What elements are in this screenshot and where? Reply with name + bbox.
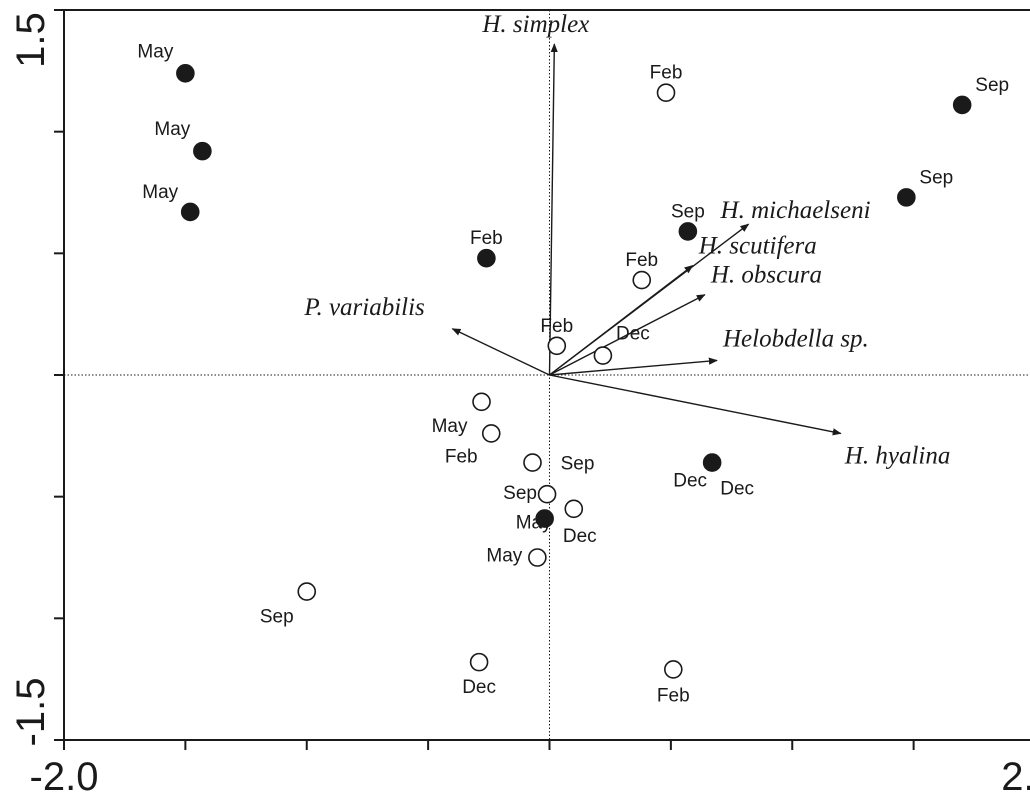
sample-point-filled xyxy=(180,202,200,222)
species-vector-arrow xyxy=(548,43,558,376)
sample-point-label: Feb xyxy=(625,250,658,271)
sample-point-label: Dec xyxy=(563,526,597,547)
sample-point-label: Sep xyxy=(503,483,537,504)
x-tick-label: -2.0 xyxy=(30,755,99,795)
species-vector-label: H. scutifera xyxy=(698,233,817,260)
sample-point-filled xyxy=(702,453,722,472)
sample-point-open xyxy=(564,499,584,519)
sample-point-label: Sep xyxy=(975,75,1009,96)
species-vector-label: P. variabilis xyxy=(303,294,424,321)
sample-point-label: May xyxy=(432,416,468,437)
sample-point-filled xyxy=(535,509,554,528)
sample-point-open xyxy=(537,484,557,504)
y-tick-label: 1.5 xyxy=(9,12,53,68)
sample-point-open xyxy=(469,652,489,672)
sample-point-open xyxy=(481,424,501,443)
x-tick-label: 2.0 xyxy=(1001,755,1030,795)
species-vector-label: H. simplex xyxy=(481,11,589,38)
sample-point-open xyxy=(297,582,317,601)
species-vector-label: H. michaelseni xyxy=(720,197,871,224)
sample-point-open xyxy=(632,270,652,290)
sample-point-filled xyxy=(477,248,496,268)
sample-point-label: Sep xyxy=(561,454,595,475)
sample-point-filled xyxy=(897,188,916,207)
sample-point-filled xyxy=(678,222,698,241)
sample-point-filled xyxy=(193,141,212,161)
species-vector-label: H. obscura xyxy=(710,262,822,289)
sample-point-open xyxy=(656,83,676,103)
sample-point-label: May xyxy=(137,41,173,62)
sample-point-label: May xyxy=(516,513,552,534)
species-vector-arrow xyxy=(549,374,842,436)
sample-point-open xyxy=(528,548,547,567)
sample-point-open xyxy=(593,346,613,365)
sample-point-label: Sep xyxy=(919,167,953,188)
sample-point-open xyxy=(523,453,542,472)
sample-point-label: Feb xyxy=(540,316,573,337)
species-vector-arrow xyxy=(451,328,550,376)
sample-point-label: Dec xyxy=(462,677,496,698)
sample-point-label: Sep xyxy=(260,607,294,628)
sample-point-label: Feb xyxy=(445,446,478,467)
sample-point-open xyxy=(664,660,683,679)
species-vector-arrow xyxy=(549,357,718,376)
sample-point-label: May xyxy=(486,546,522,567)
sample-points xyxy=(176,63,972,679)
sample-point-open xyxy=(472,392,491,412)
sample-point-label: May xyxy=(154,119,190,140)
species-vector-arrow xyxy=(549,294,706,376)
sample-point-label: Dec xyxy=(720,479,754,500)
sample-point-open xyxy=(547,336,567,356)
sample-point-label: Dec xyxy=(616,324,650,345)
species-vectors xyxy=(451,43,842,436)
sample-point-filled xyxy=(176,63,195,83)
species-vector-label: Helobdella sp. xyxy=(722,325,869,352)
sample-point-label: Sep xyxy=(671,201,705,222)
sample-point-label: Dec xyxy=(673,471,707,492)
axes: -2.0 2.0 1.5 -1.5 xyxy=(9,9,1030,795)
sample-point-label: Feb xyxy=(650,63,683,84)
sample-point-label: Feb xyxy=(470,228,503,249)
y-tick-label: -1.5 xyxy=(9,678,53,747)
sample-point-label: Feb xyxy=(657,685,690,706)
species-vector-label: H. hyalina xyxy=(844,442,951,469)
species-vector-arrow xyxy=(549,264,694,376)
sample-point-label: May xyxy=(142,182,178,203)
sample-point-filled xyxy=(952,95,972,115)
